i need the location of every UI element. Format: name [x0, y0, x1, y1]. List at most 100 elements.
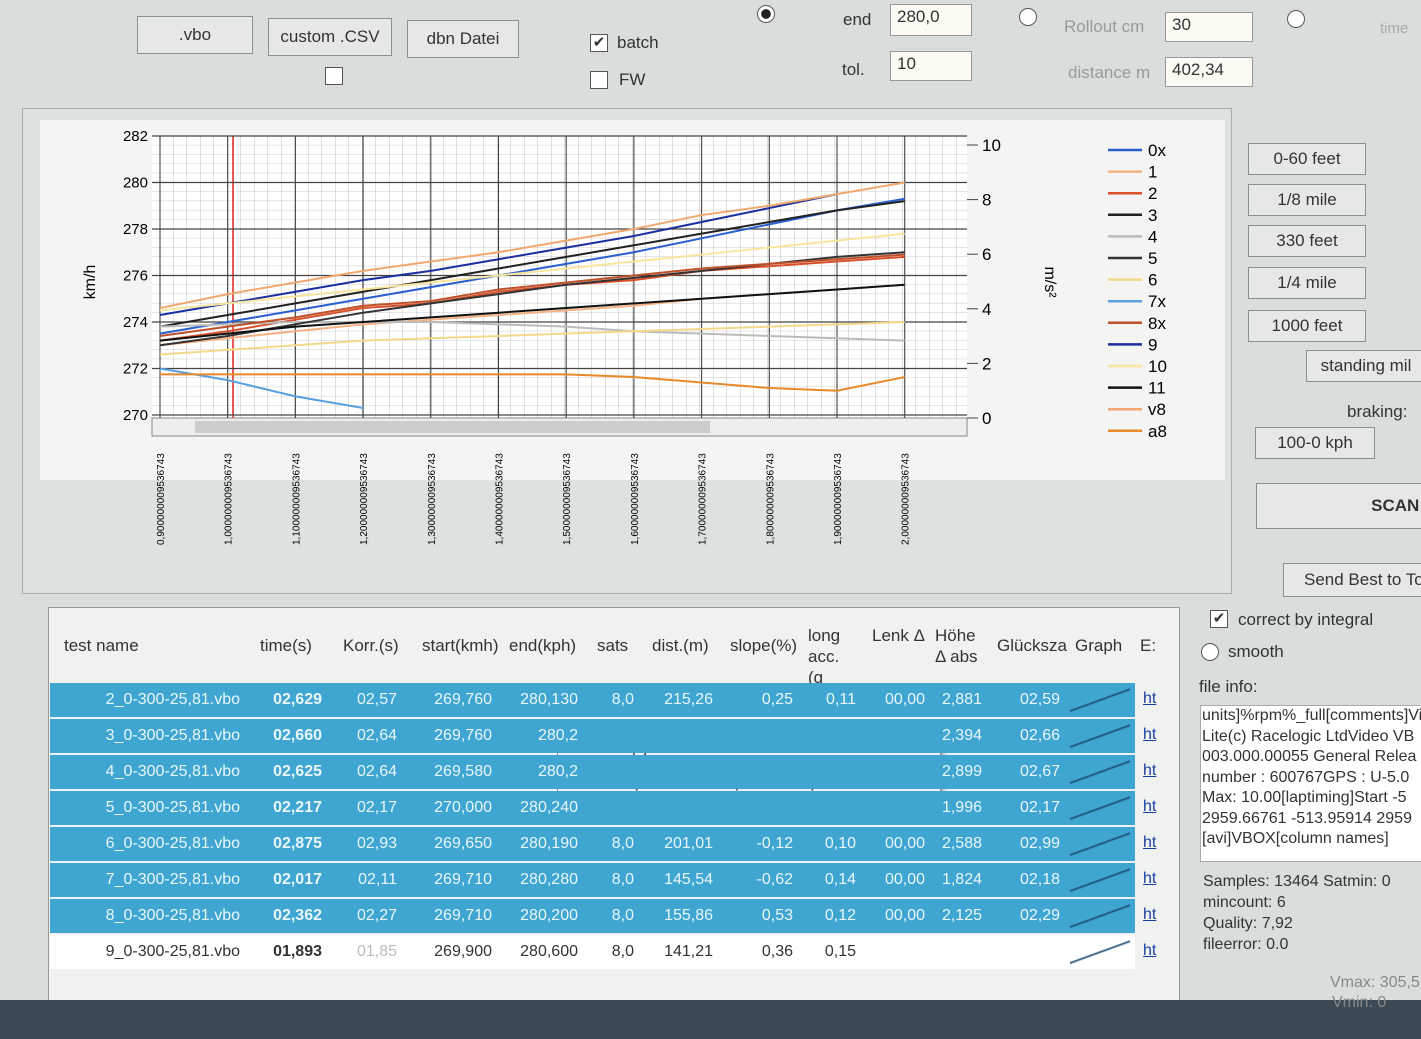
legend-label: 2 [1148, 184, 1157, 203]
column-header: E: [1140, 636, 1157, 655]
link[interactable]: ht [1143, 834, 1157, 851]
cell: 02,625 [273, 763, 322, 780]
cell: 280,2 [537, 727, 578, 744]
end-input[interactable]: 280,0 [890, 4, 972, 36]
link[interactable]: ht [1143, 798, 1157, 815]
link[interactable]: ht [1143, 870, 1157, 887]
csv-button[interactable]: custom .CSV [268, 18, 392, 56]
cell: 01,893 [273, 943, 322, 960]
x-tick-label: 1,400000009536743 [495, 453, 506, 545]
tol-input[interactable]: 10 [890, 51, 972, 81]
graph-thumb[interactable] [1070, 867, 1130, 895]
legend-label: 11 [1148, 379, 1166, 398]
side-button[interactable]: 1/4 mile [1248, 267, 1366, 299]
batch-checkbox[interactable]: ✔ [590, 34, 608, 52]
table-row[interactable] [50, 899, 1135, 933]
cell: 2,588 [941, 835, 982, 852]
side-button[interactable]: 330 feet [1248, 225, 1366, 257]
column-header: Höhe Δ abs [935, 626, 978, 666]
cell: 2,881 [941, 691, 982, 708]
rollout-radio[interactable] [1019, 8, 1037, 26]
cell: 0,14 [824, 871, 856, 888]
vmin: Vmin: 0 [1332, 994, 1387, 1011]
correct-checkbox[interactable]: ✔ [1210, 610, 1228, 628]
cell: 01,85 [356, 943, 397, 960]
end-radio[interactable] [757, 5, 775, 23]
chart: km/h m/s² 270 272 274 276 278 280 282 0 2 4 6 8 10 0,… [40, 120, 1225, 545]
side-button[interactable]: standing mil [1306, 350, 1421, 382]
cell: 280,130 [520, 691, 578, 708]
fw-checkbox[interactable] [590, 71, 608, 89]
x-tick-label: 1,000000009536743 [224, 453, 235, 545]
x-tick-label: 1,200000009536743 [359, 453, 370, 545]
cell: 3_0-300-25,81.vbo [105, 727, 240, 744]
graph-thumb[interactable] [1070, 939, 1130, 967]
cell: 215,26 [664, 691, 713, 708]
info-line: 2959.66761 -513.95914 2959 [1202, 809, 1412, 827]
scan-button[interactable]: SCAN! [1256, 483, 1421, 529]
side-button[interactable]: 1000 feet [1248, 310, 1366, 342]
legend-label: 10 [1148, 357, 1167, 376]
graph-thumb[interactable] [1070, 723, 1130, 751]
taskbar [0, 1000, 1421, 1039]
y-tick-label: 276 [123, 268, 148, 285]
legend-label: 8x [1148, 314, 1166, 333]
cell: 2,394 [941, 727, 982, 744]
checkbox[interactable] [325, 67, 343, 85]
series-line [159, 253, 905, 337]
table-row[interactable] [50, 719, 1135, 753]
table-row[interactable] [50, 683, 1135, 717]
info-line: Lite(c) Racelogic LtdVideo VB [1202, 727, 1415, 745]
table-row[interactable] [50, 755, 1135, 789]
side-button[interactable]: 0-60 feet [1248, 143, 1366, 175]
cell: 155,86 [664, 907, 713, 924]
legend-label: 3 [1148, 206, 1157, 225]
cell: 0,25 [761, 691, 793, 708]
side-button[interactable]: 1/8 mile [1248, 184, 1366, 216]
link[interactable]: ht [1143, 726, 1157, 743]
cell: 280,280 [520, 871, 578, 888]
smooth-radio[interactable] [1201, 643, 1219, 661]
cell: 0,12 [824, 907, 856, 924]
table-row[interactable] [50, 863, 1135, 897]
stat-line: Quality: 7,92 [1203, 915, 1293, 932]
braking-button[interactable]: 100-0 kph [1255, 427, 1375, 459]
graph-thumb[interactable] [1070, 759, 1130, 787]
cell: 02,67 [1019, 763, 1060, 780]
dbn-button[interactable]: dbn Datei [407, 20, 519, 58]
graph-thumb[interactable] [1070, 903, 1130, 931]
cell: 280,600 [520, 943, 578, 960]
link[interactable]: ht [1143, 906, 1157, 923]
cell: 4_0-300-25,81.vbo [105, 763, 240, 780]
cell: 00,00 [884, 871, 925, 888]
time-radio[interactable] [1287, 10, 1305, 28]
send-button[interactable]: Send Best to To [1283, 563, 1421, 597]
cell: 8,0 [611, 835, 634, 852]
cell: 8_0-300-25,81.vbo [105, 907, 240, 924]
distance-input[interactable]: 402,34 [1165, 57, 1253, 87]
graph-thumb[interactable] [1070, 687, 1130, 715]
cell: 6_0-300-25,81.vbo [105, 835, 240, 852]
table-row[interactable] [50, 827, 1135, 861]
table-row[interactable] [50, 791, 1135, 825]
table-row[interactable] [50, 935, 1135, 969]
series-line [159, 232, 905, 312]
cell: 02,362 [273, 907, 322, 924]
minor-grid [152, 136, 967, 418]
y-tick-label: 278 [123, 221, 148, 238]
rollout-input[interactable]: 30 [1165, 12, 1253, 42]
scroll-thumb[interactable] [195, 421, 710, 433]
cell: 280,200 [520, 907, 578, 924]
link[interactable]: ht [1143, 762, 1157, 779]
link[interactable]: ht [1143, 690, 1157, 707]
vbo-button[interactable]: .vbo [137, 16, 253, 54]
file-info-label: file info: [1199, 677, 1258, 696]
legend-label: 7x [1148, 292, 1166, 311]
cell: 269,760 [434, 691, 492, 708]
rollout-label: Rollout cm [1064, 17, 1145, 36]
graph-thumb[interactable] [1070, 795, 1130, 823]
y2-tick-label: 10 [982, 136, 1001, 155]
cell: 02,57 [356, 691, 397, 708]
graph-thumb[interactable] [1070, 831, 1130, 859]
link[interactable]: ht [1143, 942, 1157, 959]
